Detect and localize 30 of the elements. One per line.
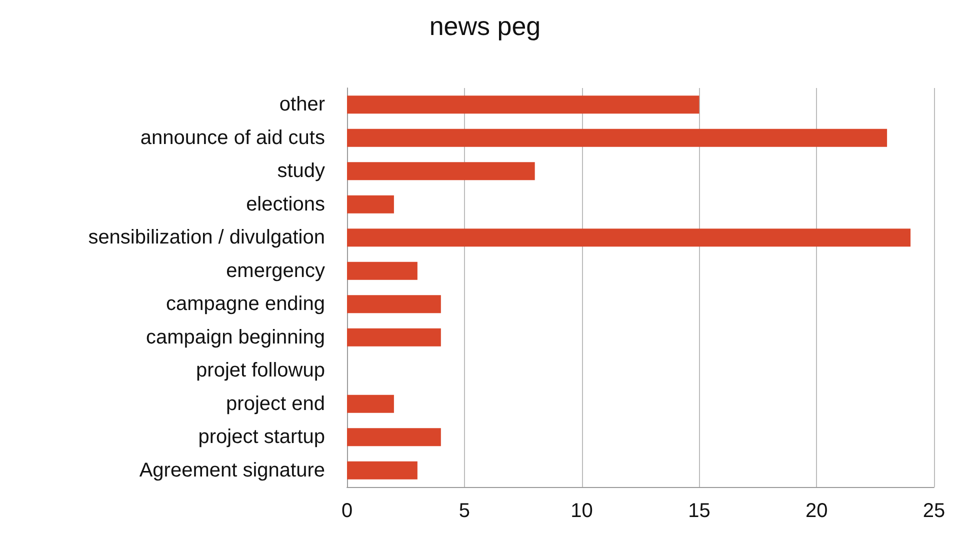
bar <box>347 328 441 346</box>
bar <box>347 461 418 480</box>
chart-title: news peg <box>429 11 541 41</box>
bar <box>347 295 441 314</box>
x-tick-label: 25 <box>922 500 946 522</box>
x-tick-label: 10 <box>570 500 593 522</box>
bar <box>347 96 700 114</box>
x-tick-label: 0 <box>341 500 353 522</box>
bar <box>347 195 394 214</box>
bar <box>347 428 441 446</box>
bar <box>347 128 888 147</box>
x-tick-label: 15 <box>688 500 710 522</box>
y-tick-label: study <box>277 160 325 182</box>
bar <box>347 162 535 180</box>
y-tick-label: projet followup <box>196 360 325 382</box>
bar <box>347 262 418 280</box>
y-tick-label: announce of aid cuts <box>140 126 325 149</box>
x-tick-label: 5 <box>458 500 470 522</box>
y-tick-label: sensibilization / divulgation <box>88 226 325 249</box>
y-tick-label: project startup <box>198 426 325 448</box>
y-tick-label: emergency <box>226 260 325 282</box>
bar <box>347 228 911 247</box>
x-tick-label: 20 <box>805 500 828 522</box>
y-tick-label: campagne ending <box>166 293 325 316</box>
y-tick-label: campaign beginning <box>146 326 325 348</box>
y-tick-label: elections <box>246 193 325 216</box>
y-tick-label: other <box>279 94 326 116</box>
bar <box>347 394 394 413</box>
y-tick-label: Agreement signature <box>139 459 325 482</box>
y-tick-label: project end <box>226 392 325 415</box>
